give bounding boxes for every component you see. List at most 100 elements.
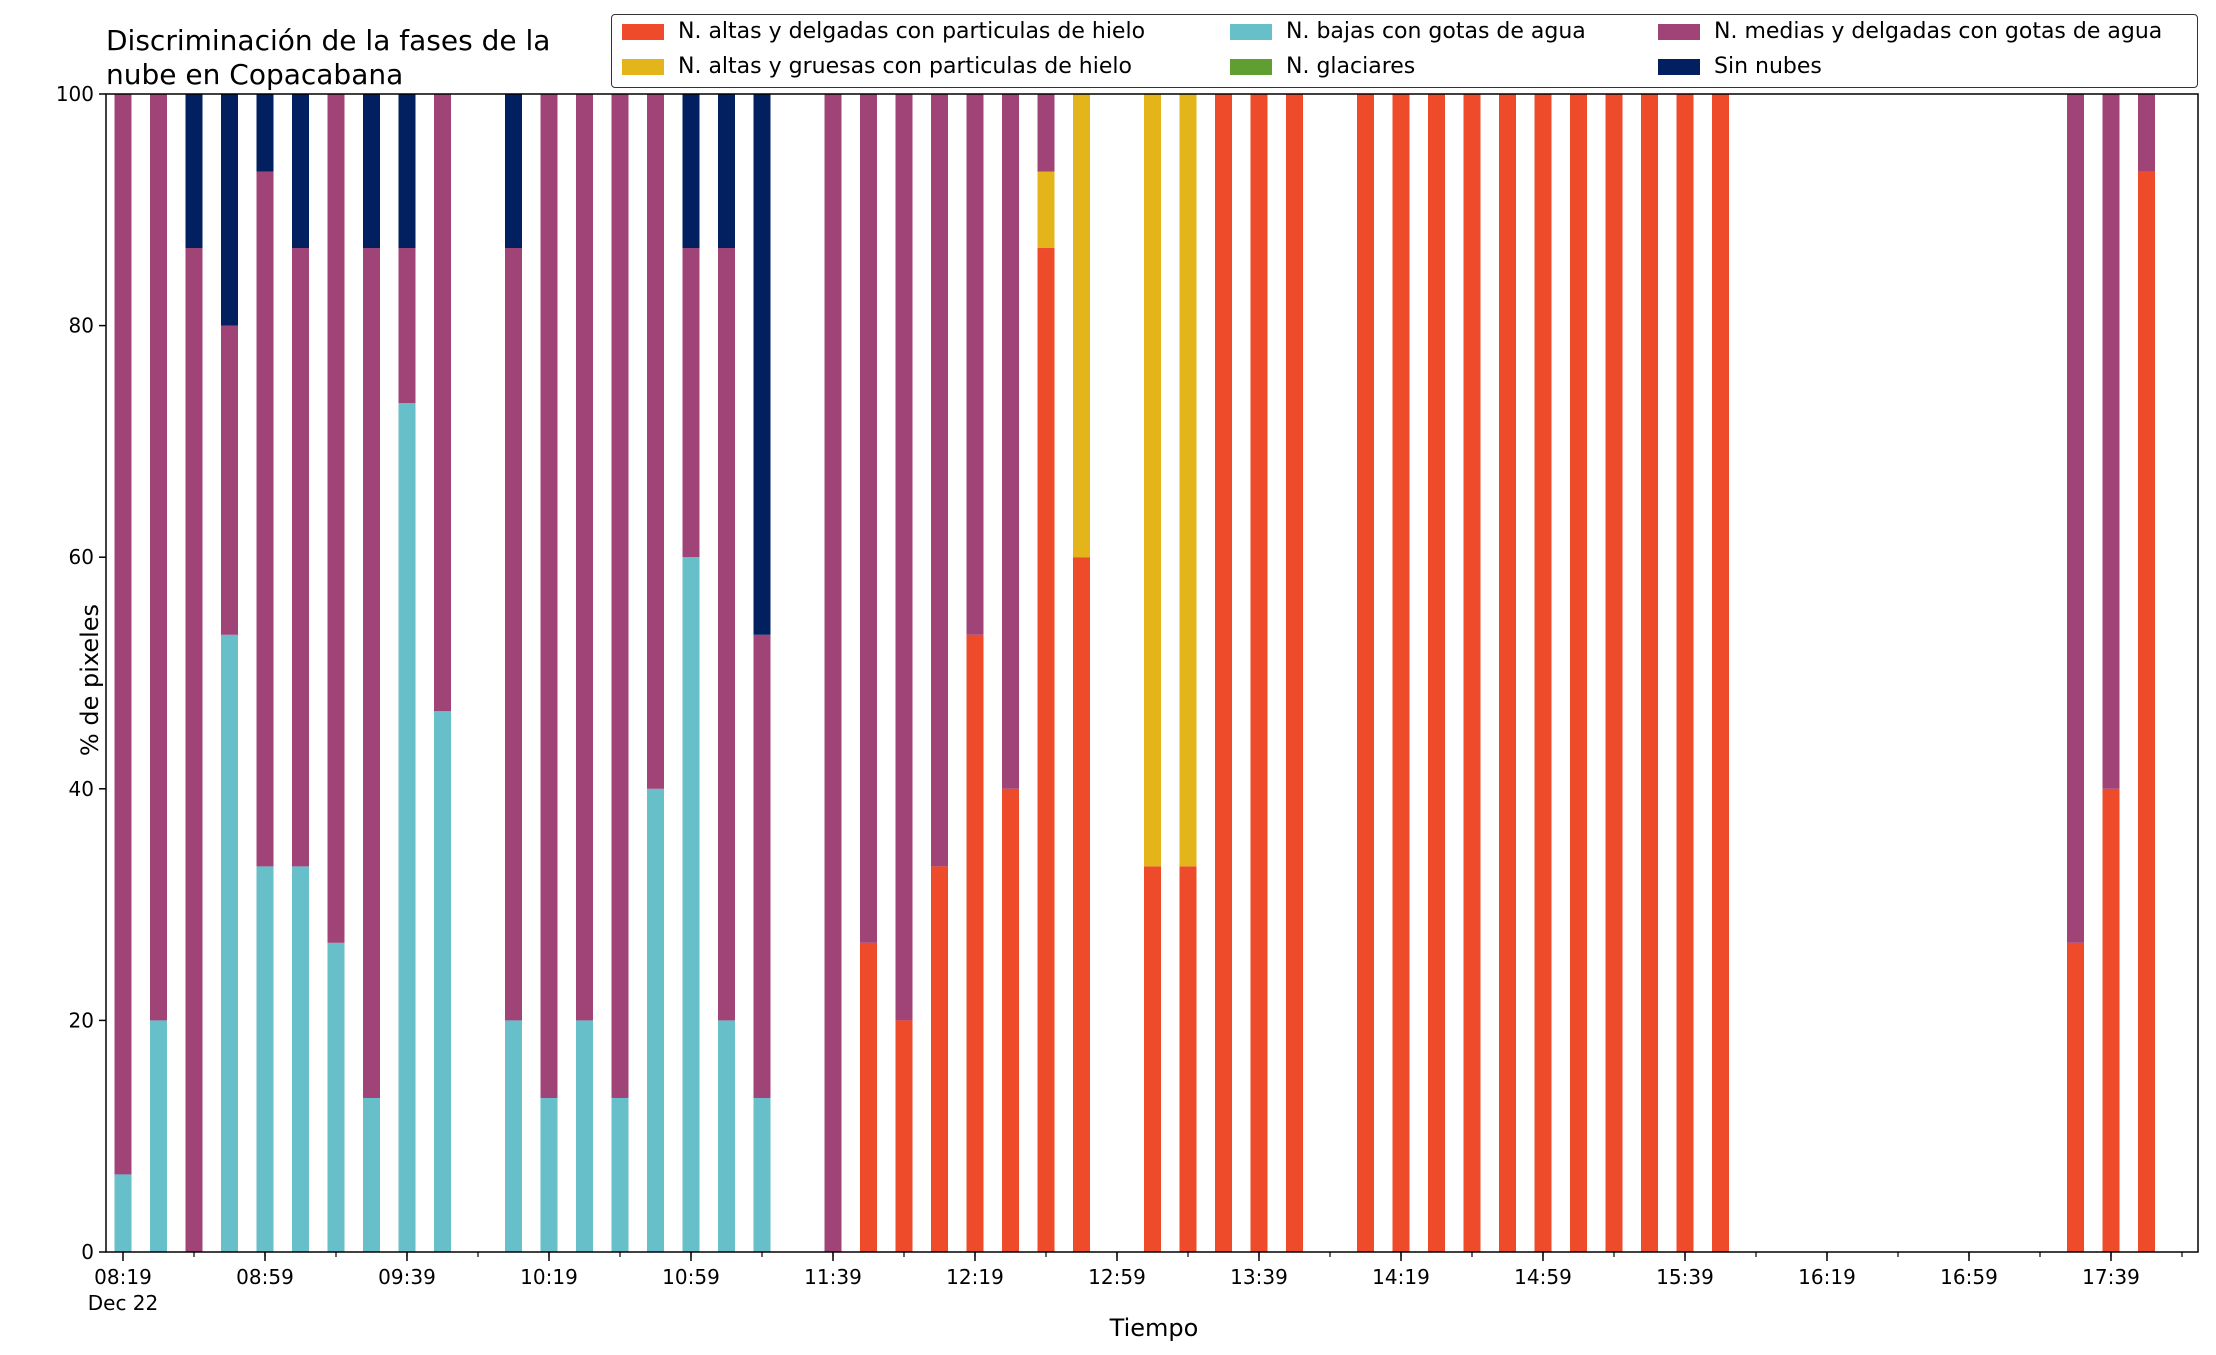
legend-swatch <box>622 23 664 40</box>
bar-segment <box>1037 94 1055 172</box>
bar-segment <box>292 248 309 867</box>
bar-segment <box>1499 94 1516 1252</box>
legend-swatch <box>1230 58 1272 75</box>
bar-segment <box>1250 94 1268 1252</box>
bar-segment <box>682 94 700 249</box>
bar-segment <box>221 94 238 326</box>
bar-segment <box>718 94 735 249</box>
bar-segment <box>398 94 416 249</box>
bar-segment <box>1712 94 1729 1252</box>
bar-segment <box>576 1020 593 1252</box>
x-tick-label: 14:19 <box>1372 1265 1430 1289</box>
bar-segment <box>931 866 948 1252</box>
x-tick-label: 08:59 <box>236 1265 294 1289</box>
bar-segment <box>256 171 274 867</box>
bar-segment <box>895 1020 913 1252</box>
y-tick-label: 20 <box>69 1008 94 1032</box>
bar-segment <box>682 557 700 1252</box>
bar-segment <box>1392 94 1410 1252</box>
bar-segment <box>718 248 735 1021</box>
y-axis-label: % de pixeles <box>76 603 105 757</box>
x-tick-label: 12:19 <box>946 1265 1004 1289</box>
legend-item-medias-delgadas: N. medias y delgadas con gotas de agua <box>1658 19 2162 44</box>
x-tick-label: 14:59 <box>1514 1265 1572 1289</box>
bar-segment <box>1463 94 1481 1252</box>
bar-segment <box>1286 94 1303 1252</box>
legend-swatch <box>622 58 664 75</box>
legend-label: N. medias y delgadas con gotas de agua <box>1714 19 2163 44</box>
x-axis-label: Tiempo <box>1109 1314 1199 1342</box>
legend-swatch <box>1658 58 1700 75</box>
bar-segment <box>2138 94 2155 172</box>
bar-segment <box>611 94 629 1098</box>
bar-segment <box>540 1097 558 1252</box>
bar-segment <box>682 248 700 558</box>
bar-segment <box>398 403 416 1252</box>
bar-segment <box>931 94 948 867</box>
legend-swatch <box>1658 23 1700 40</box>
bar-segment <box>1215 94 1232 1252</box>
legend-label: N. glaciares <box>1286 54 1416 79</box>
bar-segment <box>114 1174 132 1252</box>
bar-segment <box>256 94 274 172</box>
bar-segment <box>576 94 593 1021</box>
bar-segment <box>753 94 771 635</box>
bar-segment <box>860 942 877 1252</box>
x-tick-label: 09:39 <box>378 1265 436 1289</box>
bar-segment <box>1037 248 1055 1252</box>
bar-segment <box>1037 171 1055 249</box>
y-tick-label: 60 <box>69 545 94 569</box>
bar-segment <box>860 94 877 943</box>
bar-segment <box>1676 94 1694 1252</box>
bar-segment <box>327 94 345 943</box>
y-tick-label: 40 <box>69 777 94 801</box>
y-tick-label: 100 <box>56 82 94 106</box>
bar-segment <box>398 248 416 404</box>
bar-segment <box>505 94 522 249</box>
x-tick-label: 10:59 <box>662 1265 720 1289</box>
legend-item-bajas: N. bajas con gotas de agua <box>1230 19 1586 44</box>
chart-title: Discriminación de la fases de la nube en… <box>106 24 551 91</box>
legend-swatch <box>1230 23 1272 40</box>
bar-segment <box>753 634 771 1098</box>
bar-segment <box>221 325 238 635</box>
bar-segment <box>363 94 380 249</box>
legend-label: N. bajas con gotas de agua <box>1286 19 1586 44</box>
legend-label: N. altas y gruesas con particulas de hie… <box>678 54 1132 79</box>
bar-segment <box>434 94 451 712</box>
x-tick-label: 12:59 <box>1088 1265 1146 1289</box>
bar-segment <box>611 1097 629 1252</box>
bar-segment <box>1144 94 1161 867</box>
bar-segment <box>895 94 913 1021</box>
y-tick-label: 0 <box>81 1240 94 1264</box>
bar-segment <box>1570 94 1587 1252</box>
bar-segment <box>647 788 664 1252</box>
bar-segment <box>1534 94 1552 1252</box>
bar-segment <box>505 1020 522 1252</box>
x-tick-label: 13:39 <box>1230 1265 1288 1289</box>
bar-segment <box>2067 94 2084 943</box>
legend-item-altas-delgadas: N. altas y delgadas con particulas de hi… <box>622 19 1145 44</box>
bar-segment <box>256 866 274 1252</box>
x-tick-label: 17:39 <box>2082 1265 2140 1289</box>
bar-segment <box>966 94 984 635</box>
bar-segment <box>1002 788 1019 1252</box>
bar-segment <box>150 94 167 1021</box>
plot-frame <box>105 93 2199 1253</box>
bar-segment <box>2138 171 2155 1253</box>
bar-segment <box>292 866 309 1252</box>
bar-segment <box>327 942 345 1252</box>
bar-segment <box>185 248 203 1252</box>
bar-segment <box>363 248 380 1098</box>
bar-segment <box>647 94 664 789</box>
y-tick-label: 80 <box>69 314 94 338</box>
bar-segment <box>1073 557 1090 1252</box>
bar-segment <box>1073 94 1090 558</box>
bar-segment <box>150 1020 167 1252</box>
x-tick-label: 16:59 <box>1940 1265 1998 1289</box>
bar-segment <box>718 1020 735 1252</box>
legend-item-sin-nubes: Sin nubes <box>1658 54 1822 79</box>
legend-item-glaciares: N. glaciares <box>1230 54 1415 79</box>
bar-segment <box>540 94 558 1098</box>
legend-label: N. altas y delgadas con particulas de hi… <box>678 19 1146 44</box>
